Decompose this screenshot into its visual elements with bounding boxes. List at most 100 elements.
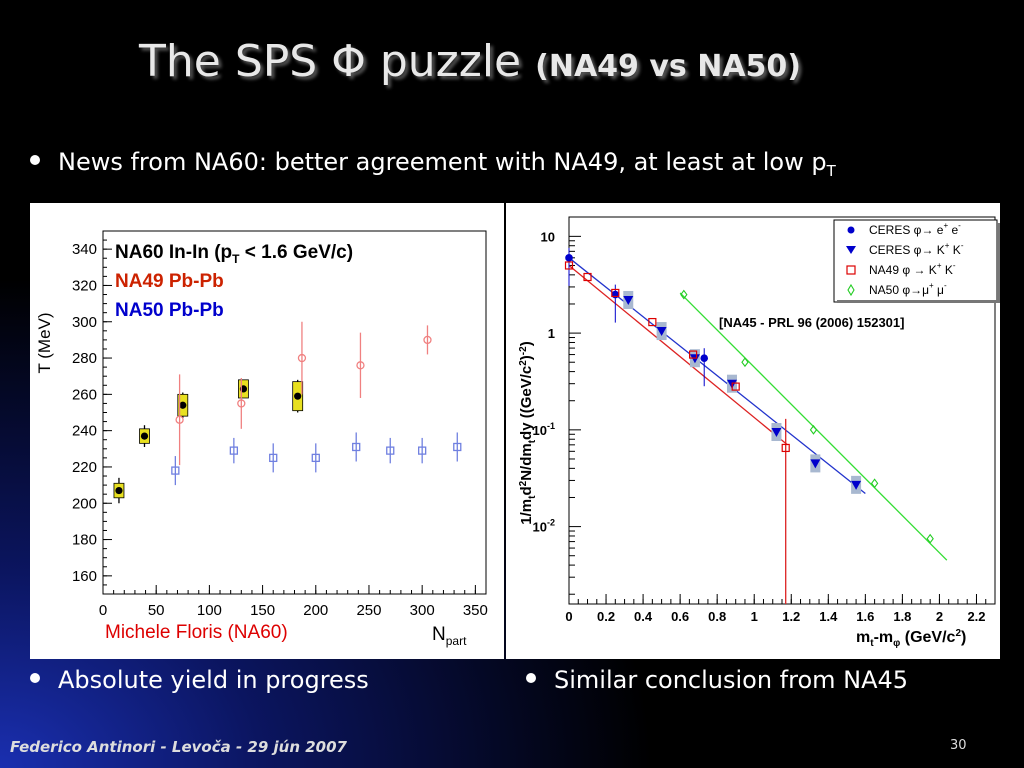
ceres-kk-point — [623, 295, 634, 305]
x-tick-label: 0.6 — [671, 609, 689, 624]
y-tick-label: 320 — [72, 277, 97, 294]
ceres-kk-point — [656, 327, 667, 337]
x-tick-label: 350 — [463, 602, 488, 619]
na50-mumu-point — [926, 533, 934, 544]
spectra-chart-panel: 0 0.2 0.4 0.6 0.8 1 1.2 1.4 1.6 1.8 2 2.2 10 1 10-1 10-… — [506, 203, 1000, 659]
na49-point — [356, 361, 365, 370]
legend-marker-triangle — [846, 246, 856, 254]
na49-kk-point — [583, 272, 592, 282]
x-tick-label: 1.2 — [782, 609, 800, 624]
ceres-kk-point — [689, 354, 700, 364]
na49-fit-line — [568, 264, 788, 446]
x-tick-label: 50 — [148, 602, 165, 619]
legend-marker-circle — [847, 226, 855, 234]
x-tick-label: 1 — [751, 609, 758, 624]
x-tick-label: 250 — [356, 602, 381, 619]
x-tick-label: 0 — [99, 602, 107, 619]
y-tick-label: 10-1 — [533, 421, 555, 438]
na60-point — [140, 432, 149, 440]
na49-point — [175, 415, 184, 424]
y-tick-label: 220 — [72, 459, 97, 476]
y-tick-label: 240 — [72, 423, 97, 440]
na50-point — [311, 453, 320, 463]
na49-kk-point — [731, 382, 740, 391]
x-axis-label: Npart — [432, 624, 467, 648]
na49-point — [297, 353, 307, 363]
x-tick-label: 0 — [565, 609, 572, 624]
y-tick-label: 200 — [72, 495, 97, 512]
mt-spectra-chart: 0 0.2 0.4 0.6 0.8 1 1.2 1.4 1.6 1.8 2 2.2 10 1 10-1 10-… — [518, 216, 1000, 649]
y-tick-label: 280 — [72, 350, 97, 367]
legend-entry-label: CERES φ→ e+ e- — [869, 221, 961, 237]
title-subtitle: (NA49 vs NA50) — [535, 49, 801, 84]
title-main: The SPS Φ puzzle — [139, 36, 522, 87]
legend-na49: NA49 Pb-Pb — [115, 271, 224, 292]
ceres-kk-point — [771, 428, 782, 438]
temperature-vs-npart-chart: 0 50 100 150 200 250 300 350 160 180 200 220 240 260 2… — [35, 230, 488, 648]
na50-point — [418, 446, 427, 455]
x-tick-label: 200 — [303, 602, 328, 619]
na50-point — [229, 446, 239, 455]
x-tick-label: 1.6 — [856, 609, 874, 624]
ceres-ee-point — [700, 354, 709, 363]
na50-point — [269, 453, 278, 463]
y-axis-label: T (MeV) — [35, 312, 54, 373]
y-tick-label: 260 — [72, 386, 97, 403]
na50-point — [386, 446, 395, 455]
na49-point — [423, 335, 432, 345]
na50-mumu-point — [741, 357, 749, 368]
legend-na60: NA60 In-In (pT < 1.6 GeV/c) — [115, 242, 353, 266]
na49-kk-point — [781, 443, 790, 453]
bullet-dot — [526, 673, 536, 683]
bullet-dot — [30, 673, 40, 683]
ceres-ee-point — [565, 254, 573, 262]
na50-point — [352, 442, 361, 452]
y-tick-label: 1 — [548, 326, 555, 341]
ceres-kk-point — [851, 480, 862, 490]
bullet-dot — [30, 155, 40, 165]
y-tick-label: 340 — [72, 241, 97, 258]
x-tick-label: 300 — [410, 602, 435, 619]
slide-title: The SPS Φ puzzle (NA49 vs NA50) — [0, 36, 940, 87]
footer-author: Federico Antinori - Levoča - 29 jún 2007 — [10, 738, 347, 756]
x-tick-label: 0.8 — [708, 609, 726, 624]
x-tick-label: 0.4 — [634, 609, 653, 624]
x-tick-label: 2 — [936, 609, 943, 624]
chart-credit: Michele Floris (NA60) — [105, 622, 288, 643]
na50-mumu-point — [680, 289, 688, 300]
y-axis-label-2: 1/mtd2N/dmtdy ((GeV/c2)-2) — [518, 341, 538, 524]
y-tick-label: 300 — [72, 314, 97, 331]
na49-kk-point — [688, 350, 698, 359]
y-tick-label: 180 — [72, 532, 97, 549]
na50-point — [171, 466, 180, 475]
y-tick-label: 160 — [72, 568, 97, 585]
na49-point — [237, 399, 246, 408]
ceres-fit-line — [568, 257, 866, 494]
x-tick-label: 1.4 — [819, 609, 838, 624]
legend-entry-label: CERES φ→ K+ K- — [869, 241, 964, 257]
legend-marker-diamond — [847, 283, 855, 297]
page-number: 30 — [950, 738, 967, 753]
reference-annotation: [NA45 - PRL 96 (2006) 152301] — [719, 315, 904, 330]
ceres-kk-point — [810, 459, 821, 469]
x-tick-label: 0.2 — [597, 609, 615, 624]
legend-box: CERES φ→ e+ e- CERES φ→ K+ K- NA49 φ → K+ … — [833, 219, 1000, 303]
ceres-ee-point — [611, 290, 620, 299]
na50-point — [453, 442, 462, 452]
temperature-chart-panel: 0 50 100 150 200 250 300 350 160 180 200 220 240 260 2… — [30, 203, 504, 659]
legend-marker-square — [846, 265, 856, 275]
legend-entry-label: NA49 φ → K+ K- — [869, 261, 956, 277]
na60-point — [179, 401, 187, 409]
x-axis-label-2: mt-mφ (GeV/c2) — [856, 628, 966, 649]
x-tick-label: 100 — [197, 602, 222, 619]
legend-na50: NA50 Pb-Pb — [115, 300, 224, 321]
x-tick-label: 150 — [250, 602, 275, 619]
legend-entry-label: NA50 φ→μ+ μ- — [869, 281, 947, 297]
na49-kk-point — [648, 317, 657, 327]
na50-mumu-point — [870, 478, 879, 489]
bullet-na45-conclusion: Similar conclusion from NA45 — [526, 666, 908, 694]
y-tick-label: 10 — [541, 229, 555, 244]
na60-point — [115, 486, 123, 495]
y-tick-label: 10-2 — [533, 518, 555, 535]
na50-mumu-point — [809, 424, 818, 435]
